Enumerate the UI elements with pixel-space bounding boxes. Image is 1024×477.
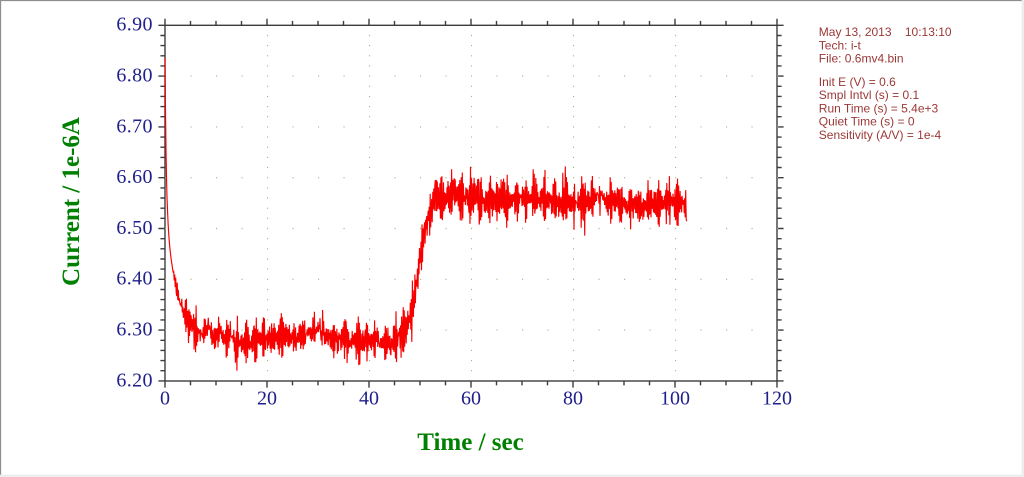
svg-text:May 13, 2013 10:13:10: May 13, 2013 10:13:10 [819, 25, 952, 39]
svg-text:20: 20 [257, 388, 277, 410]
svg-text:Init E (V) = 0.6: Init E (V) = 0.6 [819, 75, 896, 89]
svg-text:Time / sec: Time / sec [417, 429, 523, 456]
svg-text:6.40: 6.40 [116, 268, 152, 290]
svg-text:60: 60 [461, 388, 481, 410]
svg-text:Current / 1e-6A: Current / 1e-6A [58, 117, 85, 286]
svg-text:6.90: 6.90 [116, 14, 152, 36]
svg-text:80: 80 [563, 388, 583, 410]
svg-text:6.20: 6.20 [116, 369, 152, 391]
svg-text:6.60: 6.60 [116, 166, 152, 188]
svg-text:Smpl Intvl (s) = 0.1: Smpl Intvl (s) = 0.1 [819, 88, 920, 102]
svg-text:0: 0 [160, 388, 170, 410]
svg-text:40: 40 [359, 388, 379, 410]
svg-text:120: 120 [762, 388, 792, 410]
svg-text:Quiet Time (s) = 0: Quiet Time (s) = 0 [819, 115, 915, 129]
svg-text:6.50: 6.50 [116, 217, 152, 239]
svg-text:Sensitivity (A/V) = 1e-4: Sensitivity (A/V) = 1e-4 [819, 128, 942, 142]
svg-text:6.30: 6.30 [116, 319, 152, 341]
svg-text:Run Time (s) = 5.4e+3: Run Time (s) = 5.4e+3 [819, 101, 939, 115]
svg-text:100: 100 [660, 388, 690, 410]
svg-text:6.70: 6.70 [116, 115, 152, 137]
svg-text:File: 0.6mv4.bin: File: 0.6mv4.bin [819, 52, 904, 66]
svg-text:6.80: 6.80 [116, 65, 152, 87]
svg-text:Tech: i-t: Tech: i-t [819, 38, 862, 52]
